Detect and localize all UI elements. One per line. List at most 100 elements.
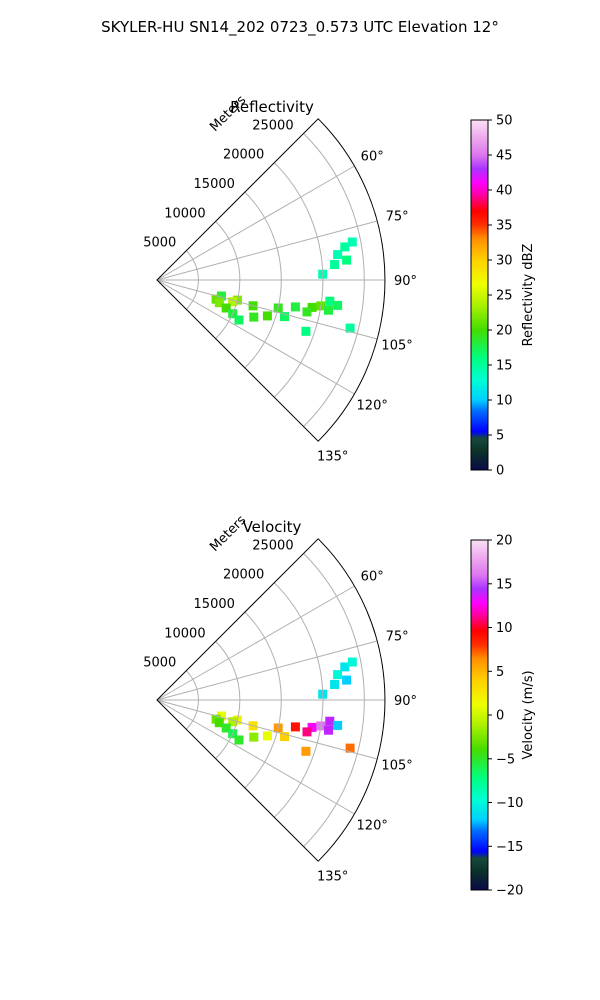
sector-frame bbox=[156, 538, 386, 862]
radial-tick-label: 25000 bbox=[252, 538, 293, 553]
colorbar-tick-label: −15 bbox=[496, 840, 523, 855]
echo-cell bbox=[234, 315, 244, 325]
radial-tick-label: 25000 bbox=[252, 118, 293, 133]
echo-cell bbox=[280, 312, 289, 322]
colorbar-tick-label: 0 bbox=[496, 464, 504, 479]
echo-cell bbox=[342, 255, 352, 265]
colorbar-tick-label: −20 bbox=[496, 884, 523, 899]
colorbar-tick-label: 10 bbox=[496, 394, 513, 409]
echo-cell bbox=[340, 662, 350, 672]
colorbar-tick-label: 10 bbox=[496, 621, 513, 636]
sector-frame bbox=[156, 118, 386, 442]
echo-cell bbox=[216, 291, 226, 301]
echo-cell bbox=[249, 732, 259, 742]
echo-cell bbox=[280, 732, 289, 742]
angular-tick-label: 75° bbox=[386, 210, 409, 225]
angular-tick-label: 60° bbox=[361, 150, 384, 165]
angular-grid-line bbox=[156, 279, 378, 340]
angular-grid-line bbox=[156, 279, 355, 395]
radial-tick-label: 10000 bbox=[164, 206, 205, 221]
echo-cell bbox=[324, 305, 333, 315]
echo-cell bbox=[216, 711, 226, 721]
colorbar-tick-label: 15 bbox=[496, 577, 513, 592]
echo-cell bbox=[333, 670, 343, 680]
colorbar-tick-label: 5 bbox=[496, 665, 504, 680]
echo-cell bbox=[325, 716, 335, 726]
angular-tick-label: 105° bbox=[381, 338, 412, 353]
echo-cell bbox=[301, 746, 311, 756]
echo-cell bbox=[324, 725, 333, 735]
echo-cell bbox=[228, 717, 238, 727]
echo-cell bbox=[249, 312, 259, 322]
echo-cell bbox=[333, 250, 343, 260]
radial-tick-label: 10000 bbox=[164, 626, 205, 641]
echo-cell bbox=[347, 237, 357, 247]
angular-tick-label: 90° bbox=[394, 694, 417, 709]
colorbar bbox=[470, 539, 489, 891]
colorbar-tick-label: 40 bbox=[496, 184, 513, 199]
echo-cell bbox=[307, 722, 317, 732]
echo-cell bbox=[214, 298, 224, 308]
echo-cell bbox=[333, 720, 343, 730]
echo-cell bbox=[330, 260, 340, 269]
echo-field bbox=[211, 237, 357, 336]
colorbar-tick-label: 20 bbox=[496, 534, 513, 549]
echo-cell bbox=[214, 718, 224, 728]
velocity-panel: Velocity 500010000150002000025000Meters6… bbox=[143, 513, 536, 899]
echo-cell bbox=[221, 723, 231, 733]
angular-tick-label: 90° bbox=[394, 274, 417, 289]
echo-cell bbox=[345, 743, 355, 753]
colorbar-tick-label: −10 bbox=[496, 796, 523, 811]
radial-tick-label: 20000 bbox=[223, 568, 264, 583]
radial-tick-label: 5000 bbox=[143, 236, 176, 251]
echo-cell bbox=[307, 302, 317, 312]
angular-tick-label: 120° bbox=[357, 818, 388, 833]
reflectivity-title: Reflectivity bbox=[230, 98, 314, 116]
echo-cell bbox=[301, 326, 311, 336]
colorbar-label: Velocity (m/s) bbox=[521, 670, 536, 759]
angular-tick-label: 135° bbox=[317, 870, 348, 885]
echo-cell bbox=[345, 323, 355, 333]
colorbar-tick-label: 45 bbox=[496, 149, 513, 164]
angular-tick-label: 135° bbox=[317, 450, 348, 465]
angular-grid-line bbox=[156, 699, 378, 760]
echo-cell bbox=[234, 735, 244, 745]
echo-cell bbox=[262, 311, 272, 321]
colorbar-tick-label: 35 bbox=[496, 219, 513, 234]
velocity-title: Velocity bbox=[243, 518, 302, 536]
echo-cell bbox=[290, 302, 300, 312]
angular-grid-line bbox=[156, 585, 355, 701]
angular-grid-line bbox=[156, 165, 355, 281]
echo-cell bbox=[340, 242, 350, 252]
radial-tick-label: 5000 bbox=[143, 656, 176, 671]
angular-tick-label: 120° bbox=[357, 398, 388, 413]
colorbar-tick-label: 50 bbox=[496, 114, 513, 129]
colorbar-tick-label: 30 bbox=[496, 254, 513, 269]
echo-cell bbox=[302, 307, 312, 317]
angular-grid-line bbox=[156, 699, 355, 815]
radial-tick-label: 15000 bbox=[194, 177, 235, 192]
angular-tick-label: 60° bbox=[361, 570, 384, 585]
figure-suptitle: SKYLER-HU SN14_202 0723_0.573 UTC Elevat… bbox=[101, 18, 499, 37]
colorbar-tick-label: 15 bbox=[496, 359, 513, 374]
reflectivity-panel: Reflectivity 500010000150002000025000Met… bbox=[143, 93, 536, 479]
echo-cell bbox=[262, 731, 272, 741]
colorbar-tick-label: 5 bbox=[496, 429, 504, 444]
echo-field bbox=[211, 657, 357, 756]
echo-cell bbox=[330, 680, 340, 689]
colorbar-tick-label: 20 bbox=[496, 324, 513, 339]
echo-cell bbox=[221, 303, 231, 313]
echo-cell bbox=[347, 657, 357, 667]
echo-cell bbox=[228, 297, 238, 307]
angular-grid-line bbox=[156, 640, 378, 701]
angular-tick-label: 105° bbox=[381, 758, 412, 773]
echo-cell bbox=[302, 727, 312, 737]
colorbar-label: Reflectivity dBZ bbox=[521, 244, 536, 347]
colorbar bbox=[470, 119, 489, 471]
colorbar-tick-label: 25 bbox=[496, 289, 513, 304]
echo-cell bbox=[290, 722, 300, 732]
colorbar-tick-label: 0 bbox=[496, 709, 504, 724]
radial-tick-label: 15000 bbox=[194, 597, 235, 612]
colorbar-tick-label: −5 bbox=[496, 752, 515, 767]
